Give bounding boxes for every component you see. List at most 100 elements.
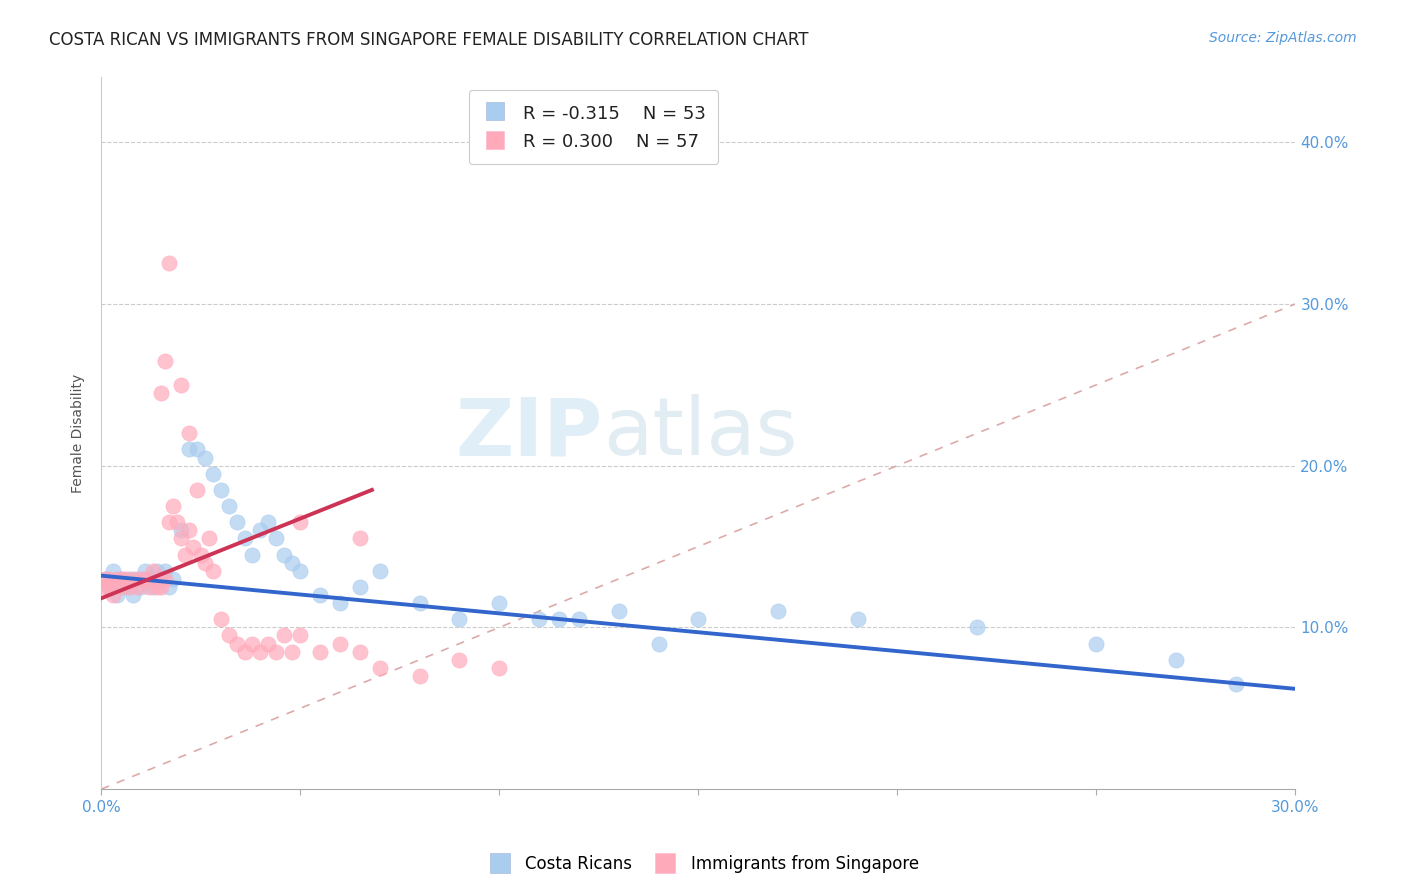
Point	[527, 612, 550, 626]
Point	[118, 572, 141, 586]
Point	[110, 580, 132, 594]
Point	[273, 628, 295, 642]
Point	[129, 572, 152, 586]
Point	[1085, 636, 1108, 650]
Point	[177, 426, 200, 441]
Point	[98, 580, 121, 594]
Point	[94, 572, 117, 586]
Point	[249, 524, 271, 538]
Point	[257, 515, 280, 529]
Point	[173, 548, 195, 562]
Point	[329, 596, 352, 610]
Point	[118, 580, 141, 594]
Point	[129, 580, 152, 594]
Point	[110, 572, 132, 586]
Point	[157, 515, 180, 529]
Point	[647, 636, 669, 650]
Point	[170, 532, 193, 546]
Point	[146, 564, 169, 578]
Point	[153, 572, 176, 586]
Point	[149, 580, 172, 594]
Point	[134, 564, 156, 578]
Point	[105, 588, 128, 602]
Point	[449, 612, 471, 626]
Point	[309, 588, 332, 602]
Point	[218, 499, 240, 513]
Point	[225, 636, 247, 650]
Y-axis label: Female Disability: Female Disability	[72, 374, 86, 493]
Point	[149, 572, 172, 586]
Point	[138, 572, 160, 586]
Point	[273, 548, 295, 562]
Point	[142, 580, 165, 594]
Point	[177, 442, 200, 457]
Point	[122, 588, 145, 602]
Point	[242, 548, 264, 562]
Point	[94, 572, 117, 586]
Point	[170, 524, 193, 538]
Point	[488, 596, 510, 610]
Legend: Costa Ricans, Immigrants from Singapore: Costa Ricans, Immigrants from Singapore	[481, 848, 925, 880]
Point	[368, 564, 391, 578]
Point	[110, 572, 132, 586]
Point	[349, 532, 371, 546]
Text: Source: ZipAtlas.com: Source: ZipAtlas.com	[1209, 31, 1357, 45]
Point	[218, 628, 240, 642]
Point	[488, 661, 510, 675]
Point	[125, 580, 148, 594]
Point	[122, 572, 145, 586]
Point	[1164, 653, 1187, 667]
Point	[98, 572, 121, 586]
Point	[408, 596, 430, 610]
Point	[153, 353, 176, 368]
Point	[607, 604, 630, 618]
Point	[225, 515, 247, 529]
Point	[153, 564, 176, 578]
Point	[568, 612, 591, 626]
Point	[329, 636, 352, 650]
Point	[349, 580, 371, 594]
Point	[149, 385, 172, 400]
Point	[266, 645, 288, 659]
Point	[209, 612, 232, 626]
Point	[766, 604, 789, 618]
Point	[94, 580, 117, 594]
Text: ZIP: ZIP	[456, 394, 603, 472]
Point	[290, 628, 312, 642]
Point	[162, 499, 184, 513]
Point	[162, 572, 184, 586]
Point	[1225, 677, 1247, 691]
Point	[349, 645, 371, 659]
Point	[186, 442, 208, 457]
Point	[170, 377, 193, 392]
Legend: R = -0.315    N = 53, R = 0.300    N = 57: R = -0.315 N = 53, R = 0.300 N = 57	[468, 90, 718, 164]
Point	[309, 645, 332, 659]
Point	[166, 515, 188, 529]
Text: atlas: atlas	[603, 394, 797, 472]
Point	[290, 564, 312, 578]
Point	[146, 580, 169, 594]
Point	[142, 564, 165, 578]
Point	[233, 532, 256, 546]
Point	[157, 580, 180, 594]
Point	[101, 588, 124, 602]
Point	[249, 645, 271, 659]
Point	[449, 653, 471, 667]
Point	[201, 467, 224, 481]
Point	[290, 515, 312, 529]
Point	[134, 572, 156, 586]
Point	[966, 620, 988, 634]
Point	[114, 580, 136, 594]
Point	[190, 548, 212, 562]
Point	[209, 483, 232, 497]
Point	[688, 612, 710, 626]
Point	[177, 524, 200, 538]
Point	[281, 645, 304, 659]
Point	[548, 612, 571, 626]
Point	[194, 556, 217, 570]
Point	[233, 645, 256, 659]
Point	[98, 580, 121, 594]
Point	[114, 572, 136, 586]
Point	[197, 532, 219, 546]
Point	[157, 256, 180, 270]
